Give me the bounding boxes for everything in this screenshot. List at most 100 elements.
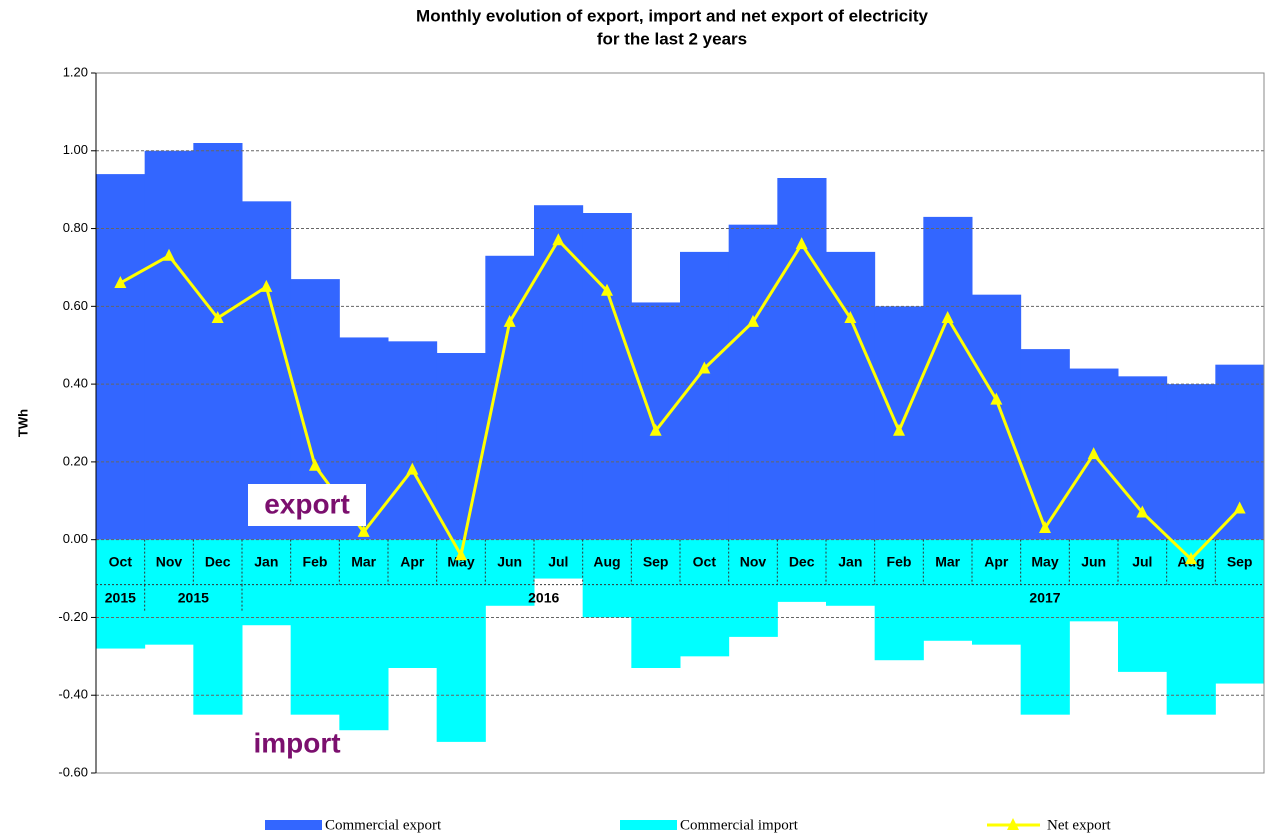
x-tick-label: Feb xyxy=(303,553,328,569)
legend-swatch xyxy=(620,820,677,830)
bar xyxy=(485,539,535,606)
marker xyxy=(260,279,273,292)
bar xyxy=(144,539,194,645)
marker xyxy=(114,276,127,288)
bar xyxy=(826,539,876,606)
x-tick-label: Feb xyxy=(887,553,912,569)
x-tick-label: May xyxy=(447,553,474,569)
x-tick-label: Aug xyxy=(593,553,620,569)
y-axis-label: TWh xyxy=(15,409,30,437)
marker xyxy=(503,314,516,327)
marker xyxy=(844,311,857,323)
bar xyxy=(534,205,584,540)
marker xyxy=(455,548,467,561)
bar xyxy=(582,213,632,540)
y-tick-label: 0.20 xyxy=(63,453,88,468)
year-label: 2017 xyxy=(1029,589,1060,605)
bar xyxy=(582,539,632,618)
x-tick-label: Jul xyxy=(548,553,568,569)
annotation: import xyxy=(253,727,340,758)
bar xyxy=(388,341,438,540)
x-tick-label: Sep xyxy=(643,553,669,569)
y-tick-label: 1.00 xyxy=(63,142,88,157)
marker xyxy=(211,311,224,323)
x-tick-label: Jan xyxy=(254,553,278,569)
y-tick-label: 0.80 xyxy=(63,220,88,235)
net-line xyxy=(119,237,1241,562)
bar xyxy=(1020,349,1070,540)
bar xyxy=(436,539,486,742)
chart-title: Monthly evolution of export, import and … xyxy=(416,6,928,25)
y-tick-label: -0.40 xyxy=(58,687,88,702)
bar xyxy=(826,251,876,540)
marker xyxy=(1185,552,1197,565)
x-tick-label: Jun xyxy=(497,553,522,569)
x-tick-label: May xyxy=(1031,553,1058,569)
bar xyxy=(777,539,827,602)
bar xyxy=(631,539,681,668)
bar xyxy=(923,539,973,641)
x-tick-label: Mar xyxy=(935,553,960,569)
marker xyxy=(795,237,808,250)
x-tick-label: Nov xyxy=(740,553,767,569)
marker xyxy=(1039,521,1051,533)
bar xyxy=(777,178,827,540)
bar xyxy=(144,150,194,540)
bar xyxy=(972,294,1022,540)
bar xyxy=(242,539,292,626)
x-tick-label: Sep xyxy=(1227,553,1253,569)
bar xyxy=(1166,539,1216,715)
marker xyxy=(990,392,1003,405)
marker xyxy=(309,458,321,471)
x-tick-label: Apr xyxy=(984,553,1009,569)
y-tick-label: 0.00 xyxy=(63,531,88,546)
y-tick-label: -0.60 xyxy=(58,764,88,779)
bar xyxy=(1069,539,1119,622)
y-tick-label: -0.20 xyxy=(58,609,88,624)
y-tick-label: 1.20 xyxy=(63,64,88,79)
y-tick-label: 0.40 xyxy=(63,376,88,391)
marker xyxy=(163,248,175,261)
bar xyxy=(874,539,924,661)
x-tick-label: Mar xyxy=(351,553,376,569)
bar xyxy=(96,174,146,540)
year-label: 2016 xyxy=(528,589,559,605)
bar xyxy=(290,539,340,715)
chart-title: for the last 2 years xyxy=(597,29,747,48)
bar xyxy=(1020,539,1070,715)
legend-swatch xyxy=(1007,818,1019,830)
bar xyxy=(193,539,243,715)
marker xyxy=(1233,501,1246,514)
bar xyxy=(436,353,486,540)
x-tick-label: Oct xyxy=(109,553,133,569)
bar xyxy=(874,306,924,540)
x-tick-label: Nov xyxy=(156,553,183,569)
bar xyxy=(96,539,146,649)
x-tick-label: Oct xyxy=(693,553,717,569)
legend-swatch xyxy=(265,820,322,830)
marker xyxy=(941,311,954,323)
bar xyxy=(631,302,681,540)
bar xyxy=(1118,539,1168,672)
bar xyxy=(923,216,973,540)
bar xyxy=(193,143,243,540)
bar xyxy=(728,539,778,637)
marker xyxy=(357,524,370,537)
x-tick-label: Dec xyxy=(789,553,815,569)
marker xyxy=(601,283,613,296)
bar xyxy=(1215,539,1265,684)
marker xyxy=(406,462,419,475)
legend-label: Commercial export xyxy=(325,817,442,833)
x-tick-label: Dec xyxy=(205,553,231,569)
bar xyxy=(388,539,438,668)
marker xyxy=(1136,505,1149,518)
bar xyxy=(972,539,1022,645)
year-label: 2015 xyxy=(178,589,209,605)
legend-label: Commercial import xyxy=(680,817,799,833)
annotation-bg xyxy=(248,484,366,526)
marker xyxy=(1087,447,1100,460)
bar xyxy=(534,539,584,579)
year-label: 2015 xyxy=(105,589,136,605)
y-tick-label: 0.60 xyxy=(63,298,88,313)
